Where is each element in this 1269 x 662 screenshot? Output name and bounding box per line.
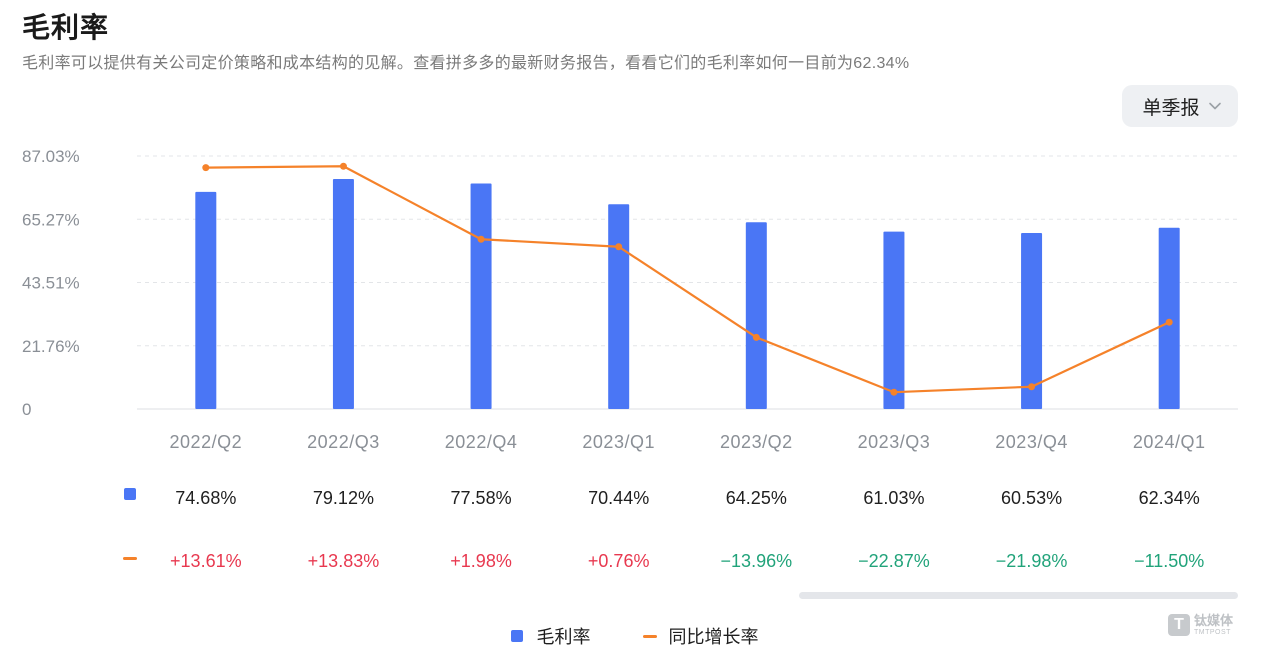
legend-label-gross-margin: 毛利率 [536,627,591,647]
legend-line-swatch [642,634,657,638]
y-tick-label: 43.51% [22,274,80,293]
x-tick-label: 2023/Q4 [995,432,1068,452]
line-point-yoy-growth[interactable] [477,235,485,243]
bar-gross-margin[interactable] [883,231,905,409]
x-tick-label: 2022/Q4 [445,432,518,452]
table-cell-gross-margin: 74.68% [175,488,236,508]
bar-gross-margin[interactable] [1158,227,1180,409]
chevron-down-icon [1208,102,1221,110]
period-select-value: 单季报 [1142,97,1200,119]
x-tick-label: 2023/Q3 [858,432,931,452]
line-yoy-growth [204,165,1171,394]
watermark-cn: 钛媒体 [1194,613,1234,628]
table-cell-gross-margin: 64.25% [726,488,787,508]
line-point-yoy-growth[interactable] [890,388,898,396]
table-cell-yoy-growth: +0.76% [588,551,650,571]
table-cell-yoy-growth: −13.96% [721,551,793,571]
table-cell-gross-margin: 79.12% [313,488,374,508]
table-cell-gross-margin: 62.34% [1139,488,1200,508]
x-tick-label: 2022/Q2 [170,432,243,452]
line-point-yoy-growth[interactable] [1165,318,1173,326]
bar-gross-margin[interactable] [332,178,354,409]
line-point-yoy-growth[interactable] [339,162,347,170]
page-subtitle: 毛利率可以提供有关公司定价策略和成本结构的见解。查看拼多多的最新财务报告，看看它… [22,55,910,72]
chart: 0 21.76% 43.51% 65.27% 87.03% 2022/Q2 2022/Q3 2… [22,147,1238,571]
line-point-yoy-growth[interactable] [1028,383,1036,391]
table-row-marker-gross-margin [124,488,136,500]
period-select-dropdown[interactable]: 单季报 [1122,85,1238,127]
table-cell-yoy-growth: +1.98% [450,551,512,571]
watermark-en: TMTPOST [1194,629,1231,636]
table-cell-gross-margin: 60.53% [1001,488,1062,508]
table-cell-gross-margin: 70.44% [588,488,649,508]
y-tick-label: 0 [22,400,31,419]
bar-gross-margin[interactable] [470,183,492,409]
x-tick-label: 2023/Q1 [582,432,655,452]
legend-item-gross-margin[interactable]: 毛利率 [510,623,591,649]
line-point-yoy-growth[interactable] [752,333,760,341]
legend-item-yoy-growth[interactable]: 同比增长率 [642,623,759,649]
y-tick-label: 21.76% [22,337,80,356]
line-point-yoy-growth[interactable] [615,243,623,251]
legend-bar-swatch [510,630,523,642]
y-tick-label: 87.03% [22,147,80,166]
bar-gross-margin[interactable] [1021,233,1043,409]
x-tick-label: 2024/Q1 [1133,432,1206,452]
table-cell-yoy-growth: −21.98% [996,551,1068,571]
legend-label-yoy-growth: 同比增长率 [668,627,759,647]
bar-gross-margin[interactable] [608,204,630,409]
line-point-yoy-growth[interactable] [202,164,210,172]
tmtpost-logo-icon: T [1168,614,1190,636]
table-cell-gross-margin: 61.03% [863,488,924,508]
x-tick-label: 2023/Q2 [720,432,793,452]
table-scrollbar[interactable] [799,592,1238,599]
table-row-marker-yoy-growth [123,557,137,560]
table-cell-yoy-growth: +13.83% [308,551,380,571]
watermark-logo: T 钛媒体 TMTPOST [1168,614,1233,636]
page-title: 毛利率 [22,12,110,43]
y-tick-label: 65.27% [22,210,80,229]
chart-legend: 毛利率 同比增长率 [0,623,1269,649]
bar-gross-margin[interactable] [195,191,217,409]
x-tick-label: 2022/Q3 [307,432,380,452]
table-cell-gross-margin: 77.58% [451,488,512,508]
table-cell-yoy-growth: −11.50% [1134,551,1204,571]
table-cell-yoy-growth: −22.87% [858,551,930,571]
bar-gross-margin[interactable] [745,222,767,409]
table-cell-yoy-growth: +13.61% [170,551,242,571]
